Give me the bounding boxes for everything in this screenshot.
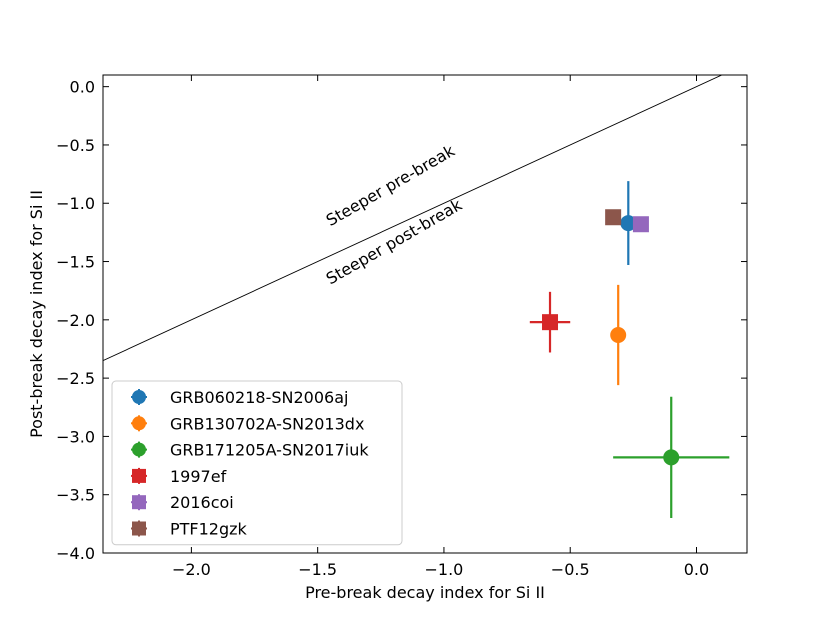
data-point	[632, 216, 649, 233]
y-tick-label: −2.5	[56, 369, 95, 388]
y-axis-label: Post-break decay index for Si II	[27, 190, 46, 438]
x-axis-label: Pre-break decay index for Si II	[305, 583, 545, 602]
legend-label: GRB171205A-SN2017iuk	[170, 441, 369, 460]
plot-frame	[102, 74, 748, 554]
y-tick-label: −2.0	[56, 311, 95, 330]
legend-label: 2016coi	[170, 493, 234, 512]
data-point	[605, 209, 622, 226]
data-point	[610, 326, 627, 343]
legend-label: PTF12gzk	[170, 520, 248, 539]
legend-marker	[132, 442, 146, 457]
y-tick-label: −4.0	[56, 544, 95, 563]
y-tick-label: −3.5	[56, 486, 95, 505]
legend-label: GRB060218-SN2006aj	[170, 388, 348, 407]
legend-label: GRB130702A-SN2013dx	[170, 414, 364, 433]
x-tick-label: 0.0	[684, 560, 709, 579]
legend-label: 1997ef	[170, 467, 227, 486]
x-tick-label: −0.5	[551, 560, 590, 579]
legend-marker	[132, 416, 146, 431]
y-tick-label: −1.5	[56, 253, 95, 272]
y-tick-label: 0.0	[70, 78, 95, 97]
legend-box	[111, 380, 403, 546]
legend-marker	[132, 521, 146, 536]
data-point	[663, 449, 680, 466]
legend-marker	[132, 495, 146, 510]
x-tick-label: −2.0	[172, 560, 211, 579]
reference-line	[103, 75, 723, 362]
legend-marker	[132, 468, 146, 483]
x-tick-label: −1.5	[298, 560, 337, 579]
x-tick-label: −1.0	[425, 560, 464, 579]
y-tick-label: −1.0	[56, 194, 95, 213]
data-point	[542, 314, 559, 331]
legend-marker	[132, 390, 146, 404]
y-tick-label: −0.5	[56, 136, 95, 155]
data-point	[620, 215, 637, 232]
y-tick-label: −3.0	[56, 427, 95, 446]
